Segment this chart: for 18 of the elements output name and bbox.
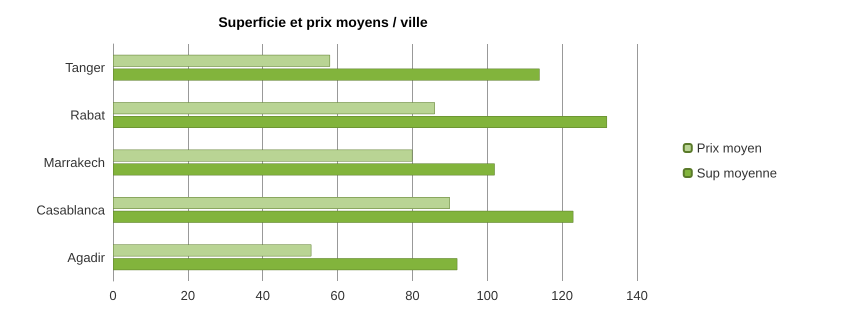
x-tick-label: 20: [180, 288, 196, 303]
legend-label: Prix moyen: [696, 140, 762, 156]
bar: [113, 150, 412, 162]
x-tick-label: 40: [255, 288, 270, 303]
x-tick-label: 140: [626, 288, 648, 303]
x-tick-label: 0: [109, 288, 117, 303]
x-tick-label: 120: [551, 288, 573, 303]
y-tick-label: Agadir: [67, 250, 106, 265]
y-tick-label: Tanger: [65, 60, 106, 76]
bar: [113, 163, 495, 176]
legend-label: Sup moyenne: [696, 166, 778, 180]
x-tick-label: 100: [476, 288, 498, 303]
y-tick-label: Marrakech: [44, 155, 105, 170]
x-tick-label: 60: [330, 288, 345, 303]
chart-title: Superficie et prix moyens / ville: [218, 14, 428, 30]
y-tick-label: Casablanca: [36, 202, 106, 218]
y-tick-label: Rabat: [70, 108, 106, 123]
x-tick-label: 80: [405, 288, 420, 303]
